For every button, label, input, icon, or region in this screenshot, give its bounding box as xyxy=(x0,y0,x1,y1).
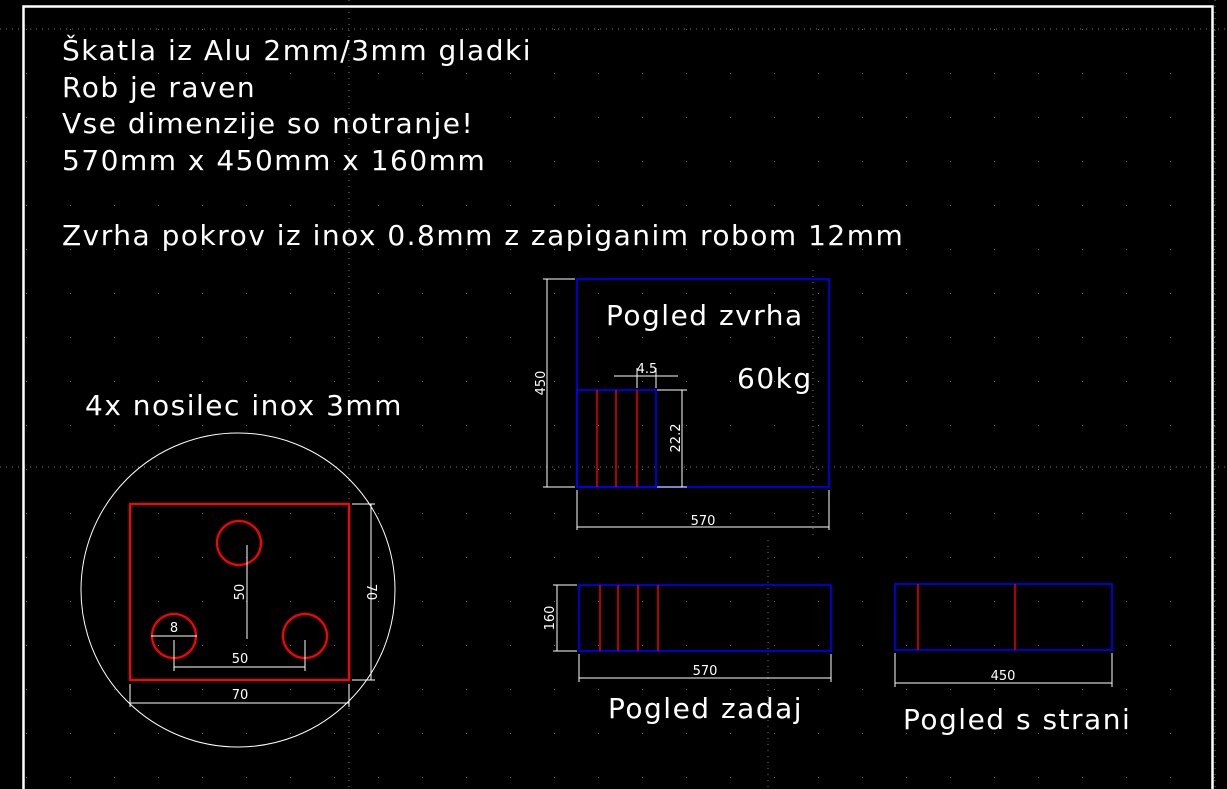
notes-block: Škatla iz Alu 2mm/3mm gladki Rob je rave… xyxy=(62,33,904,252)
note-line: Rob je raven xyxy=(62,71,256,104)
back-view-outline[interactable] xyxy=(578,584,832,652)
side-view-outline[interactable] xyxy=(894,583,1113,651)
dimension-label: 22.2 xyxy=(669,424,684,453)
top-view[interactable]: Pogled zvrha 60kg 450 22.2 4.5 570 xyxy=(534,278,830,530)
back-view[interactable]: 160 570 Pogled zadaj xyxy=(543,584,832,725)
dimension-label: 160 xyxy=(543,606,558,631)
dimension-label: 70 xyxy=(363,584,378,601)
side-view-title: Pogled s strani xyxy=(903,703,1131,736)
dimension-label: 450 xyxy=(534,371,549,396)
bracket-title: 4x nosilec inox 3mm xyxy=(85,389,403,422)
dimension-label: 450 xyxy=(991,669,1016,684)
dimension-label: 4.5 xyxy=(637,362,658,377)
dimension-label: 50 xyxy=(232,652,249,667)
weight-label: 60kg xyxy=(737,362,813,395)
bracket-outer-circle[interactable] xyxy=(80,432,396,748)
dimension-label: 70 xyxy=(232,688,249,703)
dimension-70-vertical[interactable]: 70 xyxy=(352,503,378,681)
dimension-label: 50 xyxy=(233,584,248,601)
top-view-title: Pogled zvrha xyxy=(606,299,804,332)
dimension-160[interactable]: 160 xyxy=(543,584,577,652)
dimension-8[interactable]: 8 xyxy=(151,621,197,637)
dimension-22-2[interactable]: 22.2 xyxy=(657,389,687,488)
note-line: 570mm x 450mm x 160mm xyxy=(62,144,486,177)
side-view[interactable]: 450 Pogled s strani xyxy=(894,583,1131,736)
bracket-plate[interactable] xyxy=(128,502,351,682)
dimension-70-horizontal[interactable]: 70 xyxy=(129,684,350,707)
note-line: Škatla iz Alu 2mm/3mm gladki xyxy=(62,33,532,67)
dimension-label: 570 xyxy=(691,514,716,529)
note-line: Vse dimenzije so notranje! xyxy=(62,107,474,140)
bracket-detail[interactable]: 4x nosilec inox 3mm 8 50 50 70 xyxy=(80,389,403,748)
sheet-frame xyxy=(22,5,1214,789)
dimension-4-5[interactable]: 4.5 xyxy=(614,362,678,388)
top-view-outline[interactable] xyxy=(576,278,830,488)
dimension-570[interactable]: 570 xyxy=(576,490,830,530)
dimension-label: 8 xyxy=(170,621,178,636)
dimension-50-horizontal[interactable]: 50 xyxy=(173,640,306,671)
dimension-570[interactable]: 570 xyxy=(578,654,832,682)
dimension-450[interactable]: 450 xyxy=(894,653,1113,687)
bracket-hole[interactable] xyxy=(215,519,263,567)
dimension-450[interactable]: 450 xyxy=(534,278,575,488)
dimension-label: 570 xyxy=(693,664,718,679)
note-line: Zvrha pokrov iz inox 0.8mm z zapiganim r… xyxy=(62,219,904,252)
dimension-50-vertical[interactable]: 50 xyxy=(233,545,248,639)
back-view-title: Pogled zadaj xyxy=(608,692,803,725)
